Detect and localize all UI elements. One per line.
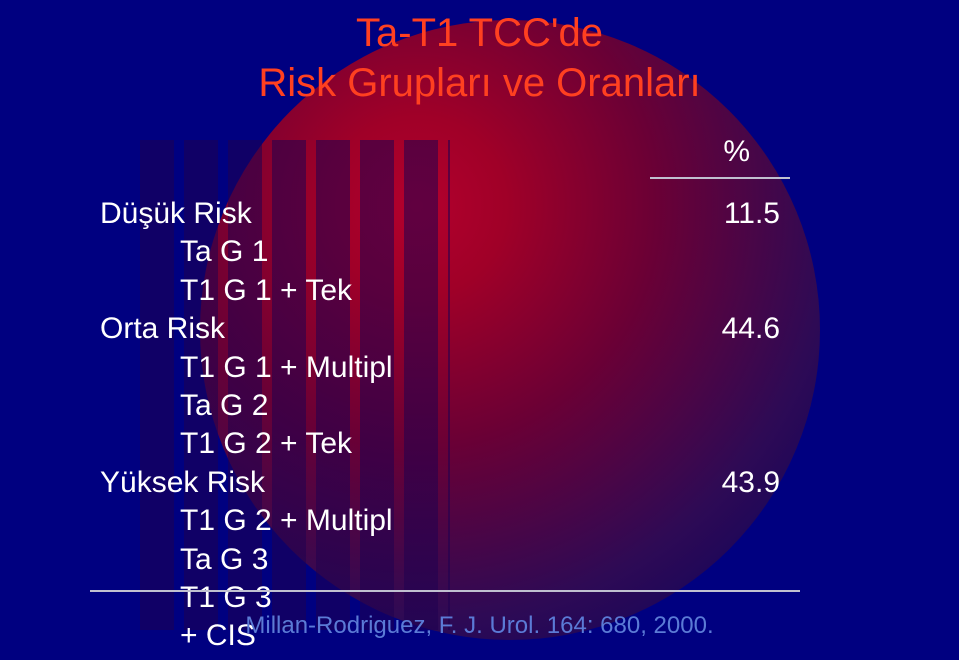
low-risk-value: 11.5 xyxy=(724,195,780,233)
high-risk-label: Yüksek Risk xyxy=(100,464,265,502)
title-line-1: Ta-T1 TCC'de xyxy=(356,11,603,55)
mid-risk-value: 44.6 xyxy=(722,310,780,348)
row-ta-g3: Ta G 3 xyxy=(100,541,780,579)
t1-g2-multipl-label: T1 G 2 + Multipl xyxy=(100,502,393,540)
row-low-risk: Düşük Risk 11.5 xyxy=(100,195,780,233)
slide: Ta-T1 TCC'de Risk Grupları ve Oranları %… xyxy=(0,0,959,660)
header-rule xyxy=(650,177,790,179)
row-t1-g1-tek: T1 G 1 + Tek xyxy=(100,272,780,310)
row-t1-g2-multipl: T1 G 2 + Multipl xyxy=(100,502,780,540)
ta-g3-label: Ta G 3 xyxy=(100,541,268,579)
bottom-rule xyxy=(90,590,800,592)
high-risk-value: 43.9 xyxy=(722,464,780,502)
percent-header: % xyxy=(723,135,750,169)
row-high-risk: Yüksek Risk 43.9 xyxy=(100,464,780,502)
mid-risk-label: Orta Risk xyxy=(100,310,225,348)
t1-g1-tek-label: T1 G 1 + Tek xyxy=(100,272,352,310)
ta-g1-label: Ta G 1 xyxy=(100,233,268,271)
t1-g1-multipl-label: T1 G 1 + Multipl xyxy=(100,349,393,387)
citation: Millan-Rodriguez, F. J. Urol. 164: 680, … xyxy=(0,612,959,640)
row-t1-g1-multipl: T1 G 1 + Multipl xyxy=(100,349,780,387)
row-ta-g2: Ta G 2 xyxy=(100,387,780,425)
low-risk-label: Düşük Risk xyxy=(100,195,252,233)
title-line-2: Risk Grupları ve Oranları xyxy=(258,61,700,105)
row-ta-g1: Ta G 1 xyxy=(100,233,780,271)
risk-rows: Düşük Risk 11.5 Ta G 1 T1 G 1 + Tek Orta… xyxy=(100,195,780,656)
ta-g2-label: Ta G 2 xyxy=(100,387,268,425)
row-t1-g2-tek: T1 G 2 + Tek xyxy=(100,425,780,463)
row-mid-risk: Orta Risk 44.6 xyxy=(100,310,780,348)
t1-g2-tek-label: T1 G 2 + Tek xyxy=(100,425,352,463)
slide-title: Ta-T1 TCC'de Risk Grupları ve Oranları xyxy=(0,8,959,108)
